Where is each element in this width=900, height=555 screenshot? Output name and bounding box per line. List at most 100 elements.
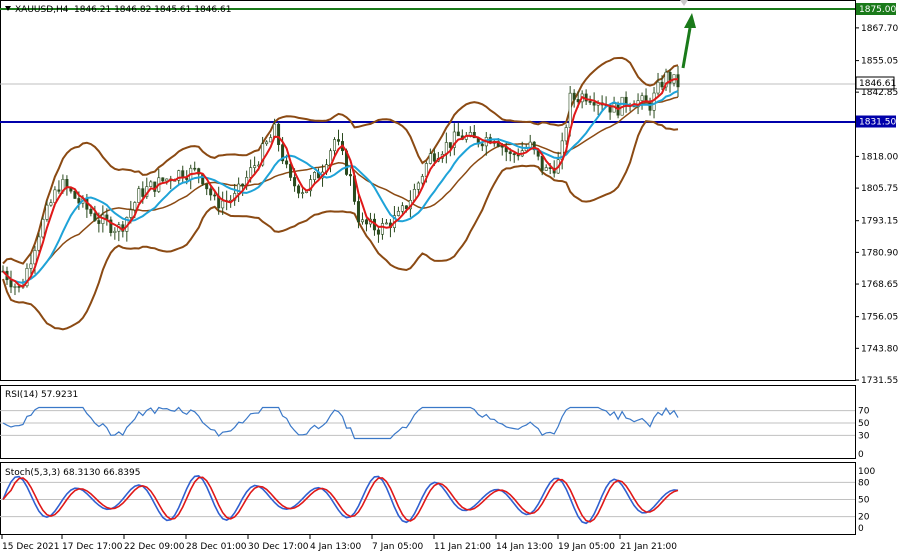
candle-body [432,153,436,162]
candle-body [676,74,680,88]
rsi-level-label: 30 [858,431,870,441]
rsi-level-lines [0,410,855,436]
moving-averages [2,78,679,288]
main-panel-frame [0,0,856,381]
time-tick-label: 30 Dec 17:00 [248,542,309,552]
candle-body [73,190,77,199]
price-tick-label: 1793.15 [861,217,898,227]
price-tick-label: 1756.05 [861,313,898,323]
time-tick-label: 11 Jan 21:00 [434,542,491,552]
candle-body [165,178,169,182]
candle-body [177,170,181,181]
candle-body [448,142,452,148]
rsi-panel-frame [0,385,856,459]
chart-shift-icon[interactable] [680,0,688,6]
rsi-level-label: 70 [858,407,870,417]
candle-body [205,183,209,190]
candle-body [249,167,253,178]
rsi-axis: 70 50 30 0 [858,407,870,460]
candle-body [428,153,432,164]
candle-body [472,132,476,139]
current-price-label: 1846.61 [859,79,896,89]
candle-body [544,167,548,171]
candle-body [37,236,41,251]
price-tick-label: 1842.85 [861,88,898,98]
price-tick-label: 1805.75 [861,184,898,194]
rsi-series [2,406,679,440]
time-axis: 15 Dec 2021 17 Dec 17:00 22 Dec 09:00 28 De… [1,535,677,552]
stoch-level-label: 80 [858,478,870,488]
candle-body [285,160,289,165]
candle-body [129,209,133,218]
candle-body [133,202,137,211]
candle-body [404,205,408,210]
price-tick-label: 1780.90 [861,248,898,258]
candle-body [273,123,277,138]
candle-body [241,183,245,187]
candle-body [512,153,516,156]
rsi-line [2,406,679,440]
candle-body [25,268,29,287]
bollinger-middle [2,96,679,284]
candle-body [656,81,660,94]
time-tick-label: 4 Jan 13:00 [310,542,362,552]
candle-body [137,188,141,203]
time-tick-label: 22 Dec 09:00 [124,542,185,552]
candle-body [185,177,189,180]
candle-body [49,202,53,206]
candle-body [253,165,257,168]
candle-body [265,141,269,145]
candle-body [452,131,456,148]
candle-body [45,204,49,220]
rsi-level-label: 0 [858,450,864,460]
candle-body [572,92,576,100]
candle-body [221,200,225,209]
time-tick-label: 17 Dec 17:00 [62,542,123,552]
stoch-level-label: 50 [858,496,870,506]
candle-body [508,151,512,154]
rsi-title: RSI(14) 57.9231 [5,390,78,400]
candle-body [532,141,536,151]
candle-body [592,102,596,106]
candle-body [456,131,460,137]
price-tick-label: 1818.00 [861,152,898,162]
candle-body [416,182,420,190]
stoch-main-series [2,475,679,525]
candle-body [277,123,281,145]
price-axis: 1867.70 1855.05 1842.85 1818.00 1805.75 1793.… [855,24,898,386]
candle-body [301,192,305,194]
candle-body [313,172,317,180]
triangle-down-icon[interactable] [5,6,11,11]
candle-body [261,143,265,166]
time-tick-label: 28 Dec 01:00 [186,542,247,552]
candle-body [9,279,13,288]
candle-body [640,95,644,101]
candle-body [213,194,217,197]
candle-body [113,230,117,233]
current-price-tag: 1846.61 [855,76,896,90]
symbol-title: XAUUSD,H4 [15,5,69,15]
stochastic-lines [2,475,679,525]
candle-body [193,167,197,170]
candle-body [53,189,57,203]
price-tick-label: 1768.65 [861,280,898,290]
candle-body [89,208,93,214]
candle-body [293,177,297,187]
ohlc-values: 1846.21 1846.82 1845.61 1846.61 [74,5,231,15]
price-tick-label: 1867.70 [861,24,898,34]
candle-body [660,81,664,88]
stoch-level-label: 20 [858,513,870,523]
candle-body [333,139,337,152]
candle-body [564,127,568,142]
bollinger-bands [2,56,679,331]
price-axis-highlighted: 1875.00 1831.50 [856,3,896,128]
bollinger-lower [2,120,679,331]
rsi-level-label: 50 [858,419,870,429]
candle-body [652,92,656,111]
stoch-title: Stoch(5,3,3) 68.3130 66.8395 [5,468,140,478]
candle-body [57,189,61,192]
candle-body [149,181,153,187]
stoch-level-lines [0,481,855,518]
